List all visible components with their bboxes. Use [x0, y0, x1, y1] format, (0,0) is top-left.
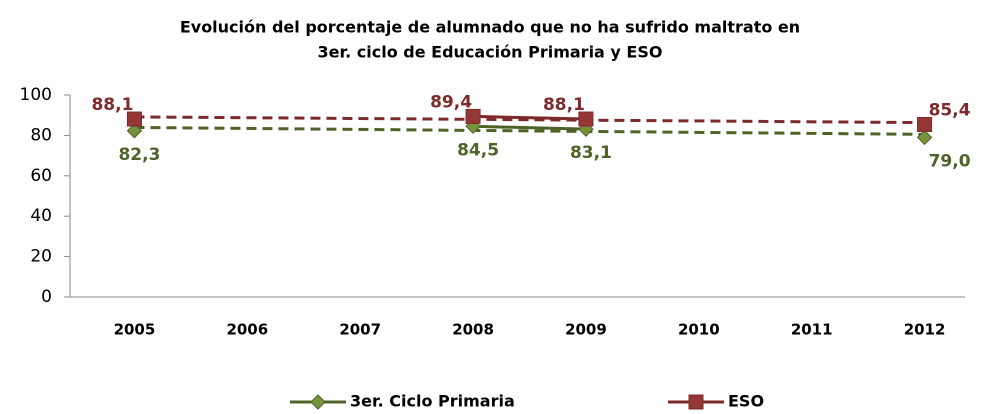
trend-line — [134, 115, 925, 125]
x-tick-label: 2009 — [565, 321, 607, 339]
value-label: 83,1 — [570, 143, 612, 163]
x-tick-label: 2005 — [114, 321, 156, 339]
y-tick-label: 0 — [41, 287, 52, 307]
x-tick-label: 2010 — [678, 321, 720, 339]
x-tick-label: 2012 — [904, 321, 946, 339]
value-label: 88,1 — [91, 95, 133, 115]
legend-label: ESO — [728, 392, 764, 411]
legend-marker — [688, 394, 704, 410]
value-label: 89,4 — [430, 92, 472, 112]
value-label: 82,3 — [118, 145, 160, 165]
value-label: 88,1 — [543, 95, 585, 115]
value-label: 85,4 — [929, 100, 971, 120]
x-tick-label: 2007 — [339, 321, 381, 339]
series-line — [473, 124, 586, 131]
series-line — [473, 114, 586, 121]
legend-label: 3er. Ciclo Primaria — [350, 392, 515, 411]
legend-marker — [310, 394, 326, 410]
y-tick-label: 20 — [30, 247, 52, 267]
marker — [916, 129, 933, 146]
marker — [126, 123, 143, 139]
y-tick-label: 80 — [30, 125, 52, 145]
chart-subtitle: 3er. ciclo de Educación Primaria y ESO — [318, 43, 663, 62]
marker — [917, 116, 933, 132]
marker — [126, 111, 142, 127]
y-tick-label: 40 — [30, 206, 52, 226]
x-tick-label: 2006 — [226, 321, 268, 339]
marker — [465, 108, 481, 124]
x-tick-label: 2011 — [791, 321, 833, 339]
chart-title: Evolución del porcentaje de alumnado que… — [180, 18, 800, 37]
value-label: 84,5 — [457, 140, 499, 160]
x-tick-label: 2008 — [452, 321, 494, 339]
trend-line — [134, 125, 925, 136]
value-label: 79,0 — [929, 151, 971, 171]
y-tick-label: 60 — [30, 166, 52, 186]
y-tick-label: 100 — [20, 85, 52, 105]
marker — [578, 111, 594, 127]
